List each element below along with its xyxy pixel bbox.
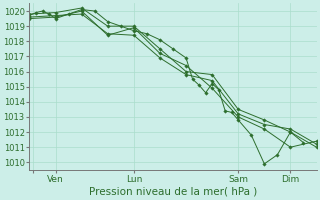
X-axis label: Pression niveau de la mer( hPa ): Pression niveau de la mer( hPa ) [89, 187, 257, 197]
